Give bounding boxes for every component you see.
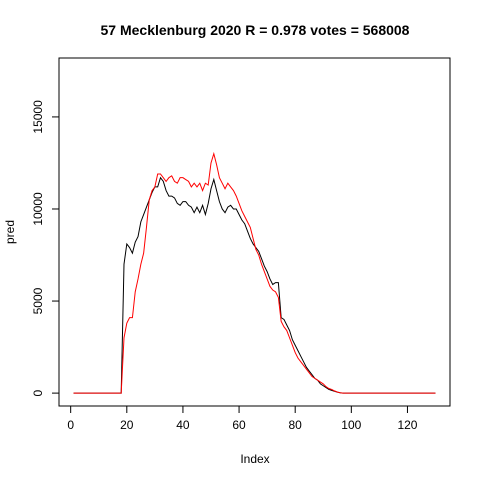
x-tick-label: 120 (397, 418, 417, 432)
x-tick-label: 60 (232, 418, 246, 432)
chart-title: 57 Mecklenburg 2020 R = 0.978 votes = 56… (101, 22, 410, 38)
x-tick-label: 0 (67, 418, 74, 432)
plot-frame (58, 57, 451, 407)
series-line-2 (73, 151, 436, 394)
y-tick-label: 15000 (31, 100, 45, 134)
y-tick-label: 10000 (31, 192, 45, 226)
x-axis: 0 20 40 60 80 100 120 (67, 405, 418, 432)
series-group (73, 151, 436, 394)
y-tick-label: 5000 (31, 287, 45, 314)
series-line-1 (73, 176, 436, 394)
x-axis-label: Index (240, 452, 269, 466)
y-axis-label: pred (3, 220, 17, 244)
x-tick-label: 20 (120, 418, 134, 432)
x-tick-label: 80 (289, 418, 303, 432)
x-tick-label: 100 (341, 418, 361, 432)
x-tick-label: 40 (176, 418, 190, 432)
y-axis: 0 5000 10000 15000 (31, 100, 60, 396)
y-tick-label: 0 (31, 389, 45, 396)
